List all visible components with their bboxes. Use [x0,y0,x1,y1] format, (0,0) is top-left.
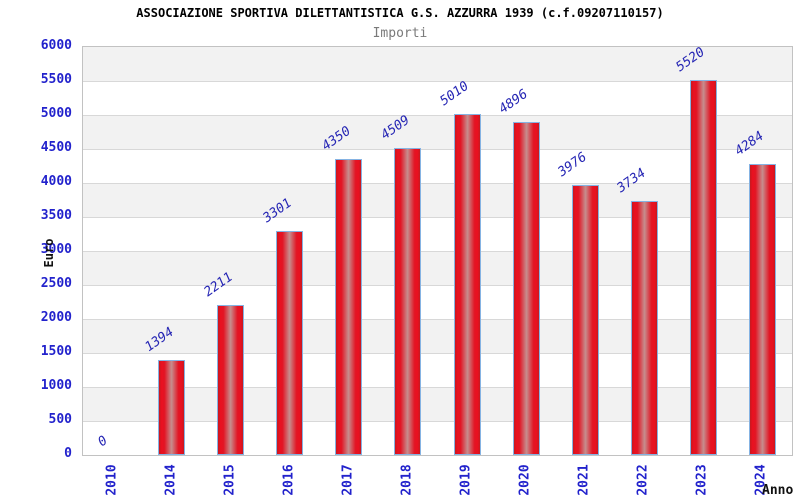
chart-subtitle: Importi [372,26,428,41]
gridline [83,387,792,388]
bar-2023 [689,80,717,455]
y-tick-label: 2500 [40,276,72,291]
y-tick-label: 500 [48,412,72,427]
bar-2014 [158,360,186,455]
gridline [83,319,792,320]
x-tick-label: 2022 [635,464,651,496]
y-tick-label: 6000 [40,38,72,53]
bar-2019 [453,114,481,455]
x-tick-label: 2015 [222,464,238,496]
y-axis-title: Euro [42,238,56,268]
bar-2016 [276,231,304,455]
gridline [83,183,792,184]
y-tick-label: 1000 [40,378,72,393]
plot-area [82,46,793,456]
bar-2018 [394,148,422,455]
x-tick-label: 2023 [694,464,710,496]
x-tick-label: 2016 [281,464,297,496]
x-tick-label: 2010 [104,464,120,496]
y-tick-label: 5500 [40,72,72,87]
x-tick-label: 2018 [399,464,415,496]
gridline [83,421,792,422]
y-tick-label: 4000 [40,174,72,189]
x-tick-label: 2021 [576,464,592,496]
y-tick-label: 5000 [40,106,72,121]
gridline [83,115,792,116]
x-axis-title: Anno [762,483,794,498]
gridline [83,285,792,286]
y-tick-label: 2000 [40,310,72,325]
y-tick-label: 3000 [40,242,72,257]
x-tick-label: 2019 [458,464,474,496]
gridline [83,251,792,252]
x-tick-label: 2017 [340,464,356,496]
gridline [83,149,792,150]
y-tick-label: 0 [64,446,72,461]
gridline [83,353,792,354]
bar-2022 [630,201,658,455]
y-tick-label: 1500 [40,344,72,359]
gridline [83,217,792,218]
bar-2021 [571,185,599,455]
bar-2015 [217,305,245,455]
bar-2020 [512,122,540,455]
y-tick-label: 4500 [40,140,72,155]
y-tick-label: 3500 [40,208,72,223]
gridline [83,81,792,82]
x-tick-label: 2020 [517,464,533,496]
bar-2017 [335,159,363,455]
x-tick-label: 2014 [163,464,179,496]
chart-title: ASSOCIAZIONE SPORTIVA DILETTANTISTICA G.… [136,6,664,20]
bar-2024 [748,164,776,455]
